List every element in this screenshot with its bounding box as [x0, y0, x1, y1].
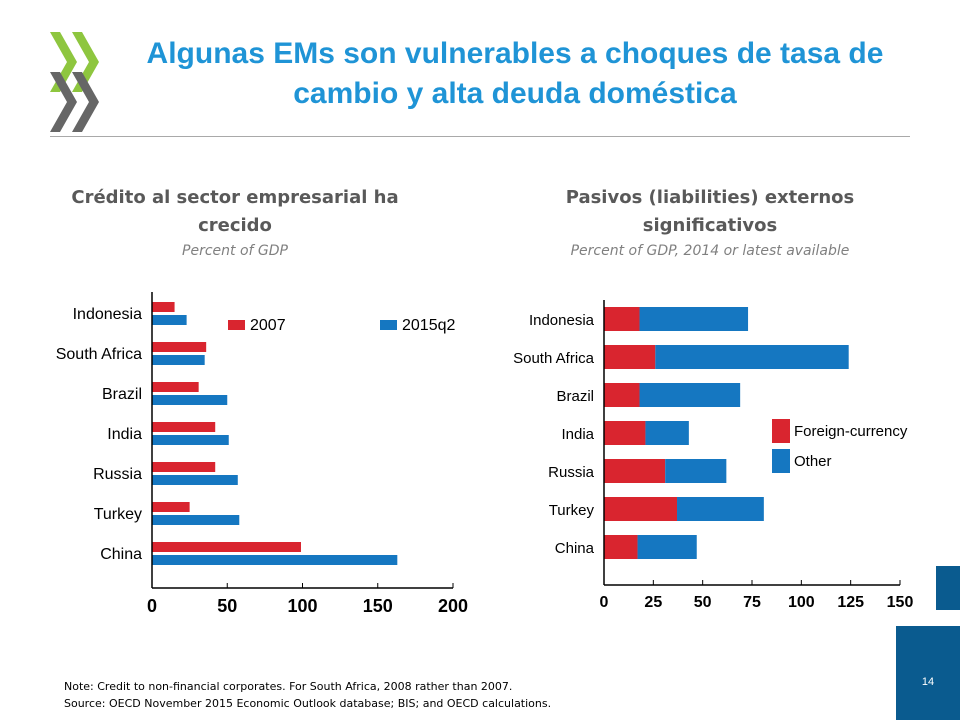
bar-2015q2-china — [152, 555, 398, 565]
legend-label-2015q2: 2015q2 — [402, 317, 455, 334]
x-tick-label-50: 50 — [217, 596, 237, 612]
x-tick-label-25: 25 — [644, 594, 662, 610]
page-number: 14 — [921, 676, 935, 688]
x-tick-label-150: 150 — [887, 594, 914, 610]
oecd-logo — [50, 32, 99, 132]
category-label-south-africa: South Africa — [56, 346, 142, 363]
legend-swatch-2015q2 — [380, 320, 397, 330]
bar-2007-india — [152, 422, 216, 432]
bar-other-brazil — [639, 383, 741, 407]
slide-corner-tab — [936, 566, 960, 610]
category-label-russia: Russia — [548, 464, 595, 481]
bar-2007-brazil — [152, 382, 199, 392]
bar-2007-south-africa — [152, 342, 207, 352]
category-label-india: India — [107, 426, 142, 443]
external-liabilities-chart: Indonesia South Africa Brazil India Russia Tu… — [513, 300, 914, 610]
right-chart-header: Pasivos (liabilities) externos significa… — [520, 184, 900, 262]
bar-2015q2-india — [152, 435, 229, 445]
x-tick-label-100: 100 — [287, 596, 317, 612]
category-label-turkey: Turkey — [94, 506, 142, 523]
x-tick-label-100: 100 — [788, 594, 815, 610]
x-tick-label-125: 125 — [837, 594, 864, 610]
title-divider — [50, 136, 910, 137]
bar-foreign-currency-india — [604, 421, 646, 445]
source-text: Source: OECD November 2015 Economic Outl… — [64, 697, 552, 710]
legend-label-foreign-currency: Foreign-currency — [794, 423, 908, 440]
bar-foreign-currency-turkey — [604, 497, 678, 521]
category-label-turkey: Turkey — [549, 502, 595, 519]
legend-label-other: Other — [794, 453, 832, 470]
bar-2015q2-indonesia — [152, 315, 187, 325]
x-tick-label-50: 50 — [694, 594, 712, 610]
x-tick-label-200: 200 — [438, 596, 468, 612]
bar-foreign-currency-indonesia — [604, 307, 640, 331]
right-chart-heading: Pasivos (liabilities) externos significa… — [565, 187, 855, 236]
bar-foreign-currency-brazil — [604, 383, 640, 407]
category-label-russia: Russia — [93, 466, 142, 483]
legend-label-2007: 2007 — [250, 317, 286, 334]
bar-2007-turkey — [152, 502, 190, 512]
bar-other-turkey — [677, 497, 764, 521]
bar-other-india — [645, 421, 689, 445]
corporate-credit-chart: Indonesia South Africa Brazil India Russia Tu… — [56, 292, 468, 612]
bar-2015q2-south-africa — [152, 355, 205, 365]
x-tick-label-150: 150 — [363, 596, 393, 612]
bar-foreign-currency-south-africa — [604, 345, 656, 369]
x-tick-label-75: 75 — [743, 594, 761, 610]
bar-2015q2-russia — [152, 475, 238, 485]
category-label-indonesia: Indonesia — [73, 306, 142, 323]
bar-other-indonesia — [639, 307, 749, 331]
x-tick-label-0: 0 — [147, 596, 157, 612]
x-tick-label-0: 0 — [600, 594, 609, 610]
left-chart-header: Crédito al sector empresarial ha crecido… — [60, 184, 410, 262]
category-label-india: India — [561, 426, 594, 443]
footnotes: Note: Credit to non-financial corporates… — [64, 678, 551, 712]
left-chart-units: Percent of GDP — [182, 243, 288, 259]
bar-2007-russia — [152, 462, 216, 472]
bar-2007-indonesia — [152, 302, 175, 312]
legend-swatch-2007 — [228, 320, 245, 330]
slide-title: Algunas EMs son vulnerables a choques de… — [146, 37, 884, 110]
category-label-china: China — [555, 540, 595, 557]
note-text: Note: Credit to non-financial corporates… — [64, 680, 513, 693]
bar-other-russia — [665, 459, 727, 483]
bar-other-south-africa — [655, 345, 849, 369]
bar-foreign-currency-china — [604, 535, 638, 559]
bar-2015q2-turkey — [152, 515, 240, 525]
left-chart-heading: Crédito al sector empresarial ha crecido — [71, 187, 399, 236]
legend-swatch-other — [772, 449, 790, 473]
category-label-brazil: Brazil — [102, 386, 142, 403]
category-label-brazil: Brazil — [556, 388, 594, 405]
bar-2007-china — [152, 542, 301, 552]
bar-2015q2-brazil — [152, 395, 228, 405]
legend-swatch-foreign-currency — [772, 419, 790, 443]
category-label-china: China — [100, 546, 142, 563]
category-label-indonesia: Indonesia — [529, 312, 595, 329]
bar-foreign-currency-russia — [604, 459, 666, 483]
page-number-box — [896, 626, 960, 720]
category-label-south-africa: South Africa — [513, 350, 595, 367]
bar-other-china — [637, 535, 697, 559]
right-chart-units: Percent of GDP, 2014 or latest available — [570, 243, 850, 259]
